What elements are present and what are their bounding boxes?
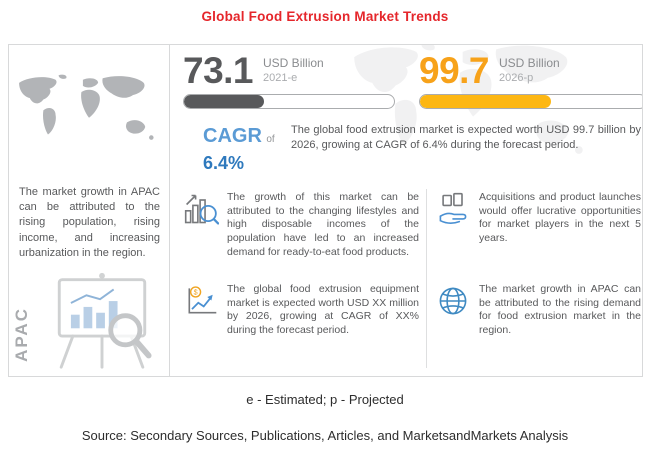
chart-magnifier-icon: [184, 194, 219, 225]
highlight-apac: The market growth in APAC can be attribu…: [435, 283, 641, 338]
market-size-2021-value: 73.1: [183, 50, 254, 91]
highlights-grid: The growth of this market can be attribu…: [169, 185, 642, 376]
cagr-label: CAGR: [203, 125, 262, 147]
progress-fill-2021: [184, 95, 264, 109]
market-size-2026: 99.7 USD Billion 2026-p: [419, 50, 642, 110]
highlight-demand: The growth of this market can be attribu…: [183, 191, 419, 259]
highlight-equipment-text: The global food extrusion equipment mark…: [227, 283, 419, 336]
highlight-acquisitions: Acquisitions and product launches would …: [435, 191, 641, 246]
world-map-graphic: [19, 74, 154, 140]
source-line: Source: Secondary Sources, Publications,…: [81, 428, 569, 443]
market-size-2026-year: 2026-p: [499, 72, 534, 84]
footnote: e - Estimated; p - Projected: [246, 392, 404, 407]
highlight-demand-text: The growth of this market can be attribu…: [227, 191, 419, 258]
highlight-acquisitions-text: Acquisitions and product launches would …: [479, 191, 641, 244]
highlight-apac-text: The market growth in APAC can be attribu…: [479, 283, 641, 336]
cagr-of-label: of: [266, 134, 275, 145]
cagr-description: The global food extrusion market is expe…: [291, 124, 641, 152]
market-size-2021-unit: USD Billion: [263, 56, 324, 70]
market-size-2021: 73.1 USD Billion 2021-e: [183, 50, 395, 110]
region-insight-text: The market growth in APAC can be attribu…: [19, 186, 160, 259]
page-title: Global Food Extrusion Market Trends: [201, 9, 449, 24]
market-size-2026-unit: USD Billion: [499, 56, 560, 70]
globe-icon: [439, 287, 467, 315]
highlight-equipment: $ The global food extrusion equipment ma…: [183, 283, 419, 338]
progress-fill-2026: [420, 95, 552, 109]
main-panel: The market growth in APAC can be attribu…: [8, 44, 643, 377]
region-label: APAC: [12, 307, 31, 362]
cagr-section: CAGR of 6.4% The global food extrusion m…: [169, 121, 642, 185]
product-launch-icon: [439, 192, 467, 224]
presentation-chart-illustration: [57, 272, 152, 369]
svg-text:$: $: [194, 288, 198, 297]
cagr-block: CAGR of 6.4%: [203, 125, 275, 174]
region-panel: The market growth in APAC can be attribu…: [9, 45, 170, 376]
market-size-2021-year: 2021-e: [263, 72, 298, 84]
column-divider: [426, 189, 427, 368]
progress-bar-2026: [419, 94, 642, 110]
market-size-2026-value: 99.7: [419, 50, 490, 91]
growth-chart-icon: $: [188, 286, 217, 314]
world-map-watermark: [354, 45, 583, 154]
market-size-section: 73.1 USD Billion 2021-e 99.7 USD Billion…: [169, 49, 642, 121]
cagr-value: 6.4%: [203, 153, 245, 173]
progress-bar-2021: [183, 94, 395, 110]
